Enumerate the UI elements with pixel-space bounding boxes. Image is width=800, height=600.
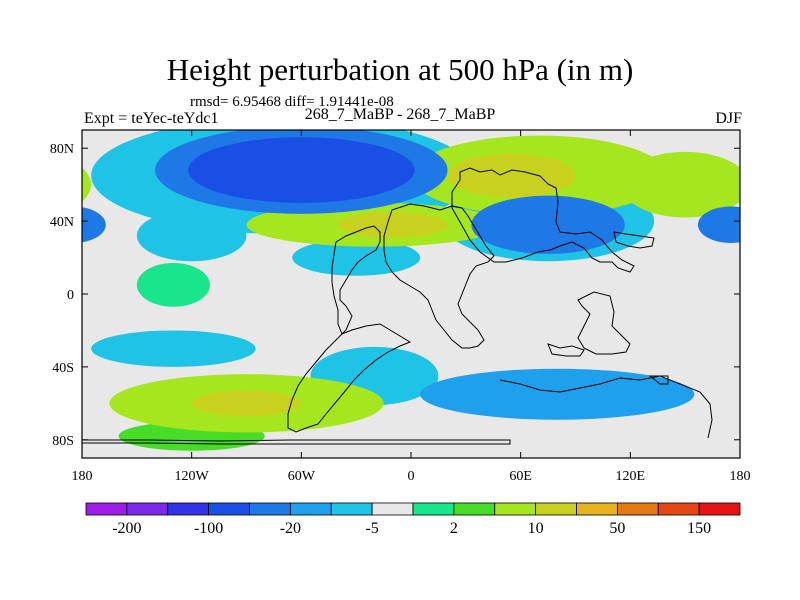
antarctica-outline [82,439,511,445]
colorbar-swatch [249,502,291,516]
field-patch-arctic-low-core [188,137,415,203]
japan-outline [613,231,655,249]
colorbar-label: 10 [528,520,544,537]
continent-outlines [82,167,713,445]
field-patch-s-low-band [91,330,256,367]
southern-ridge-outline [499,375,713,439]
colorbar: -200 -100 -20 -5 2 10 50 150 [85,502,741,537]
islet-outline [648,375,669,385]
colorbar-label: 50 [609,520,625,537]
stats-line: rmsd= 6.95468 diff= 1.91441e-08 [190,94,394,110]
expt-label: Expt = teYec-teYdc1 [84,110,219,127]
colorbar-swatch [412,502,455,516]
colorbar-swatch [167,502,210,516]
colorbar-swatch [371,502,414,516]
field-patch-wrap [82,167,92,202]
chart-title: Height perturbation at 500 hPa (in m) [166,52,634,87]
season-label: DJF [715,110,742,127]
colorbar-swatch [85,502,128,516]
colorbar-label: -200 [112,520,141,537]
y-tick-label: 80N [50,142,74,157]
x-tick-label: 120W [175,469,210,484]
y-axis: 80N 40N 0 40S 80S [50,142,740,449]
colorbar-swatch [453,502,496,516]
field-patch-dateline-low [697,206,740,243]
colorbar-swatch [535,502,577,516]
height-field [82,130,740,451]
field-patch-subtrop-low [292,239,421,276]
x-tick-label: 0 [408,469,415,484]
colorbar-label: 150 [687,520,711,537]
field-patch-asia-low [471,195,625,254]
colorbar-label: -100 [194,520,223,537]
y-tick-label: 80S [52,434,74,449]
colorbar-swatch [576,502,618,516]
field-patch-wrap [82,207,106,243]
colorbar-swatch [208,502,250,516]
x-axis: 180 120W 60W 0 60E 120E 180 [72,130,751,484]
colorbar-swatch [126,502,169,516]
colorbar-swatch [289,502,332,516]
x-tick-label: 180 [730,469,751,484]
colorbar-swatch [657,502,700,516]
colorbar-swatch [494,502,537,516]
colorbar-label: -20 [280,520,301,537]
field-patch-w-pacific-low [136,210,247,262]
africa-outline [383,203,495,349]
colorbar-swatch [698,502,741,516]
field-patch-n-atlantic-high-core [447,153,576,198]
x-tick-label: 60E [509,469,532,484]
y-tick-label: 0 [67,288,74,303]
field-patch-s-pacific-high-core [191,390,302,417]
colorbar-label: 2 [450,520,458,537]
eurasia-outline [451,167,635,273]
field-patch-midlat-ridge-core [337,212,448,238]
y-tick-label: 40S [52,361,74,376]
x-tick-label: 120E [616,469,646,484]
field-patch-s-indian-low [420,368,695,420]
x-tick-label: 60W [288,469,316,484]
island-outline [547,343,585,357]
colorbar-swatch [330,502,373,516]
australia-outline [577,291,631,355]
colorbar-label: -5 [365,520,378,537]
field-patch-tropic-patch [136,263,210,307]
y-tick-label: 40N [50,215,74,230]
colorbar-swatch [616,502,659,516]
x-tick-label: 180 [72,469,93,484]
case-label: 268_7_MaBP - 268_7_MaBP [304,106,496,123]
americas-outline [287,225,412,433]
